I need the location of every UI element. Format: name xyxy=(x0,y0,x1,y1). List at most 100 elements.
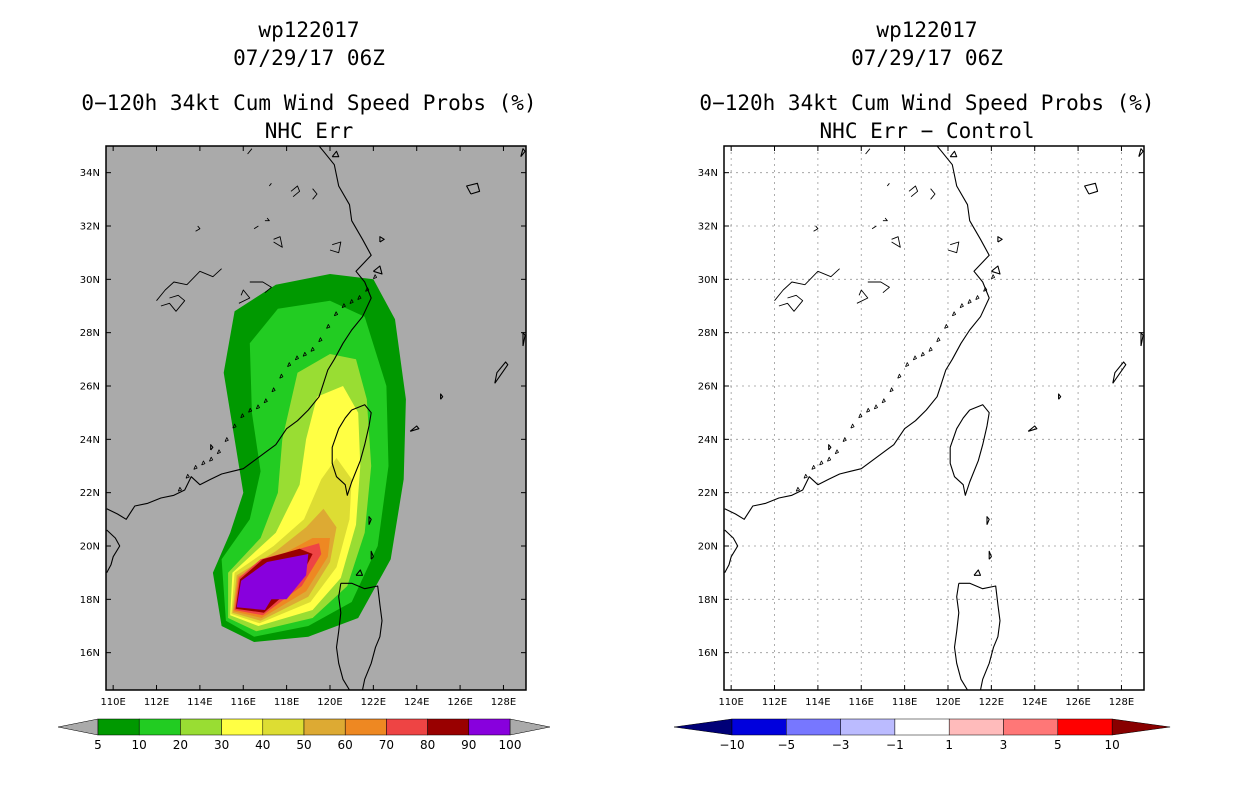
inland-water xyxy=(268,183,272,187)
map-border xyxy=(105,145,527,691)
coastal-island xyxy=(216,449,221,455)
colorbar-label: 80 xyxy=(420,738,435,752)
coastal-island xyxy=(232,423,237,429)
colorbar-swatch xyxy=(180,718,222,736)
coastal-island xyxy=(294,355,299,361)
map-content xyxy=(106,146,526,690)
colorbar-label: 60 xyxy=(338,738,353,752)
colorbar-swatch xyxy=(97,718,140,736)
lon-label: 122E xyxy=(361,697,386,708)
lon-label: 120E xyxy=(317,697,342,708)
coastline-taiwan xyxy=(331,404,372,496)
colorbar-label: 5 xyxy=(94,738,102,752)
lon-label: 122E xyxy=(979,697,1004,708)
coastal-island xyxy=(287,362,292,367)
colorbar-label: 40 xyxy=(255,738,270,752)
lon-label: 124E xyxy=(404,697,429,708)
colorbar-end-right xyxy=(509,718,551,736)
inland-water xyxy=(774,268,840,301)
inland-water xyxy=(160,294,186,312)
inland-water xyxy=(253,225,259,230)
coastal-island xyxy=(177,486,182,492)
colorbar-label: 1 xyxy=(945,738,953,752)
coastal-island xyxy=(357,295,362,300)
product-title: 0−120h 34kt Cum Wind Speed Probs (%) xyxy=(699,91,1155,115)
lat-label: 30N xyxy=(698,275,718,286)
colorbar-end-left xyxy=(673,718,733,736)
coastline-mainland xyxy=(724,146,990,520)
lat-label: 16N xyxy=(698,648,718,659)
inland-water xyxy=(891,236,901,248)
lon-label: 126E xyxy=(447,697,472,708)
coastal-island xyxy=(803,473,808,479)
coastal-island xyxy=(349,299,354,304)
island xyxy=(1140,332,1144,347)
colorbar-label: 20 xyxy=(173,738,188,752)
colorbar-swatch xyxy=(731,718,787,736)
lat-label: 22N xyxy=(80,488,100,499)
island xyxy=(466,182,481,195)
colorbar: −10 −5 −3 −1 1 3 5 10 xyxy=(673,718,1171,752)
colorbar-swatch xyxy=(386,718,428,736)
map: 34N 32N 30N 28N 26N 24N 22N 20N 18N 16N 110E 112E 11… xyxy=(698,145,1145,708)
coastal-island xyxy=(881,398,886,404)
coastal-island xyxy=(959,303,964,309)
storm-id: wp122017 xyxy=(258,18,360,42)
colorbar-swatch xyxy=(303,718,346,736)
inland-water xyxy=(867,281,890,294)
coastal-island xyxy=(326,324,331,329)
inland-water xyxy=(908,185,919,198)
product-title: 0−120h 34kt Cum Wind Speed Probs (%) xyxy=(81,91,537,115)
coastal-island xyxy=(850,423,855,429)
lon-label: 118E xyxy=(892,697,917,708)
map-background xyxy=(724,146,1144,690)
lat-label: 18N xyxy=(698,595,718,606)
coastal-island xyxy=(310,347,315,352)
island xyxy=(1058,393,1062,400)
lat-label: 32N xyxy=(80,222,100,233)
island xyxy=(997,236,1003,243)
lon-label: 116E xyxy=(849,697,874,708)
coastal-island xyxy=(858,413,863,419)
colorbar-swatch xyxy=(840,718,896,736)
coastal-island xyxy=(263,398,268,404)
inland-water xyxy=(195,225,201,232)
inland-water xyxy=(882,217,888,222)
lon-label: 110E xyxy=(100,697,125,708)
inland-water xyxy=(273,236,283,248)
coastal-island xyxy=(842,437,847,442)
coastal-island xyxy=(873,404,878,410)
subtitle: NHC Err − Control xyxy=(819,119,1035,143)
coastal-island xyxy=(991,274,995,280)
colorbar-swatch xyxy=(1003,718,1059,736)
coastal-island xyxy=(373,274,377,280)
coastal-island xyxy=(811,465,816,470)
coastline-luzon xyxy=(953,582,1001,690)
lon-label: 120E xyxy=(935,697,960,708)
storm-id: wp122017 xyxy=(876,18,978,42)
coastal-island xyxy=(302,351,307,357)
island xyxy=(409,425,420,432)
colorbar-label: −1 xyxy=(886,738,904,752)
lat-label: 28N xyxy=(80,328,100,339)
lat-label: 34N xyxy=(698,168,718,179)
inland-water xyxy=(264,217,270,222)
coastal-island xyxy=(866,407,871,413)
coastal-island xyxy=(827,456,832,462)
inland-water xyxy=(329,241,342,254)
coastal-island xyxy=(248,407,253,413)
inland-water xyxy=(856,289,869,304)
lon-label: 112E xyxy=(144,697,169,708)
island xyxy=(1027,425,1038,432)
coastal-island xyxy=(834,449,839,455)
lat-label: 30N xyxy=(80,275,100,286)
inland-water xyxy=(778,294,804,312)
inland-water xyxy=(865,148,871,155)
island xyxy=(1138,148,1144,158)
island xyxy=(973,569,982,576)
island xyxy=(494,361,509,384)
island xyxy=(440,393,444,400)
colorbar-label: −5 xyxy=(777,738,795,752)
lon-label: 128E xyxy=(491,697,516,708)
island xyxy=(210,444,214,451)
